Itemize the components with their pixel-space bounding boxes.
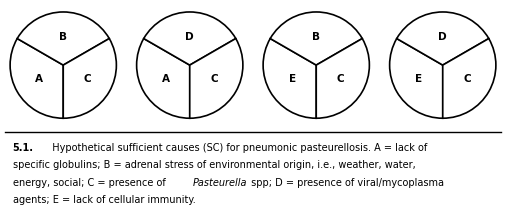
Text: A: A: [161, 74, 169, 84]
Wedge shape: [10, 39, 63, 118]
Text: 5.1.: 5.1.: [13, 143, 34, 153]
Wedge shape: [442, 39, 495, 118]
Text: E: E: [414, 74, 421, 84]
Wedge shape: [189, 39, 242, 118]
Text: energy, social; C = presence of: energy, social; C = presence of: [13, 178, 168, 187]
Text: B: B: [59, 32, 67, 42]
Wedge shape: [136, 39, 189, 118]
Text: C: C: [83, 74, 91, 84]
Wedge shape: [143, 12, 235, 65]
Wedge shape: [63, 39, 116, 118]
Text: A: A: [35, 74, 43, 84]
Wedge shape: [389, 39, 442, 118]
Text: D: D: [437, 32, 446, 42]
Text: spp; D = presence of viral/mycoplasma: spp; D = presence of viral/mycoplasma: [248, 178, 443, 187]
Text: B: B: [312, 32, 320, 42]
Text: Hypothetical sufficient causes (SC) for pneumonic pasteurellosis. A = lack of: Hypothetical sufficient causes (SC) for …: [45, 143, 426, 153]
Title: SCIV: SCIV: [426, 0, 458, 1]
Title: SCIII: SCIII: [300, 0, 331, 1]
Wedge shape: [17, 12, 109, 65]
Wedge shape: [263, 39, 316, 118]
Text: Pasteurella: Pasteurella: [192, 178, 246, 187]
Text: C: C: [462, 74, 470, 84]
Text: specific globulins; B = adrenal stress of environmental origin, i.e., weather, w: specific globulins; B = adrenal stress o…: [13, 160, 415, 170]
Text: agents; E = lack of cellular immunity.: agents; E = lack of cellular immunity.: [13, 195, 195, 205]
Wedge shape: [270, 12, 362, 65]
Text: D: D: [185, 32, 194, 42]
Title: SCII: SCII: [176, 0, 203, 1]
Text: E: E: [288, 74, 295, 84]
Title: SCI: SCI: [52, 0, 74, 1]
Text: C: C: [210, 74, 217, 84]
Wedge shape: [396, 12, 488, 65]
Wedge shape: [316, 39, 369, 118]
Text: C: C: [336, 74, 343, 84]
